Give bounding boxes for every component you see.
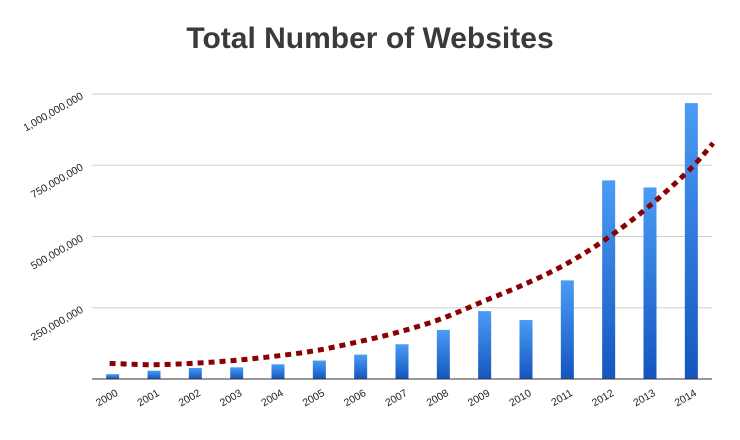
x-tick-label: 2008 [425, 387, 451, 409]
bars [106, 103, 698, 380]
x-tick-label: 2013 [631, 387, 657, 409]
y-tick-label: 750,000,000 [29, 161, 86, 201]
x-tick-label: 2005 [301, 387, 327, 409]
x-tick-label: 2003 [218, 387, 244, 409]
bar [684, 103, 698, 380]
bar [106, 374, 120, 379]
bar [519, 320, 533, 379]
bar [312, 360, 326, 379]
trendline [109, 141, 716, 368]
y-tick-label: 500,000,000 [29, 233, 86, 273]
x-tick-label: 2000 [94, 387, 120, 409]
x-tick-label: 2009 [466, 387, 492, 409]
x-tick-label: 2006 [342, 387, 368, 409]
bar [560, 280, 574, 379]
x-tick-label: 2007 [383, 387, 409, 409]
x-tick-label: 2014 [673, 387, 699, 409]
x-tick-label: 2012 [590, 387, 616, 409]
gridlines [92, 93, 712, 309]
x-tick-label: 2004 [259, 387, 285, 409]
bar [354, 354, 368, 379]
chart-title: Total Number of Websites [186, 22, 554, 55]
bar [271, 364, 285, 379]
bar [643, 187, 657, 379]
x-tick-label: 2011 [549, 387, 575, 409]
y-axis-ticks: 250,000,000 500,000,000 750,000,000 1,000,0… [21, 90, 85, 343]
bar [602, 180, 616, 379]
trendline-layer [109, 141, 716, 368]
x-tick-label: 2001 [135, 387, 161, 409]
x-axis-ticks: 2000 2001 2002 2003 2004 2005 2006 2007 2008 2009… [94, 387, 699, 409]
bar [436, 329, 450, 379]
bar [478, 311, 492, 379]
bar [147, 370, 161, 379]
bar [230, 367, 244, 379]
bar [188, 367, 202, 379]
bar [395, 344, 409, 379]
y-tick-label: 250,000,000 [29, 304, 86, 344]
y-tick-label: 1,000,000,000 [21, 90, 85, 134]
x-tick-label: 2010 [507, 387, 533, 409]
x-tick-label: 2002 [177, 387, 203, 409]
